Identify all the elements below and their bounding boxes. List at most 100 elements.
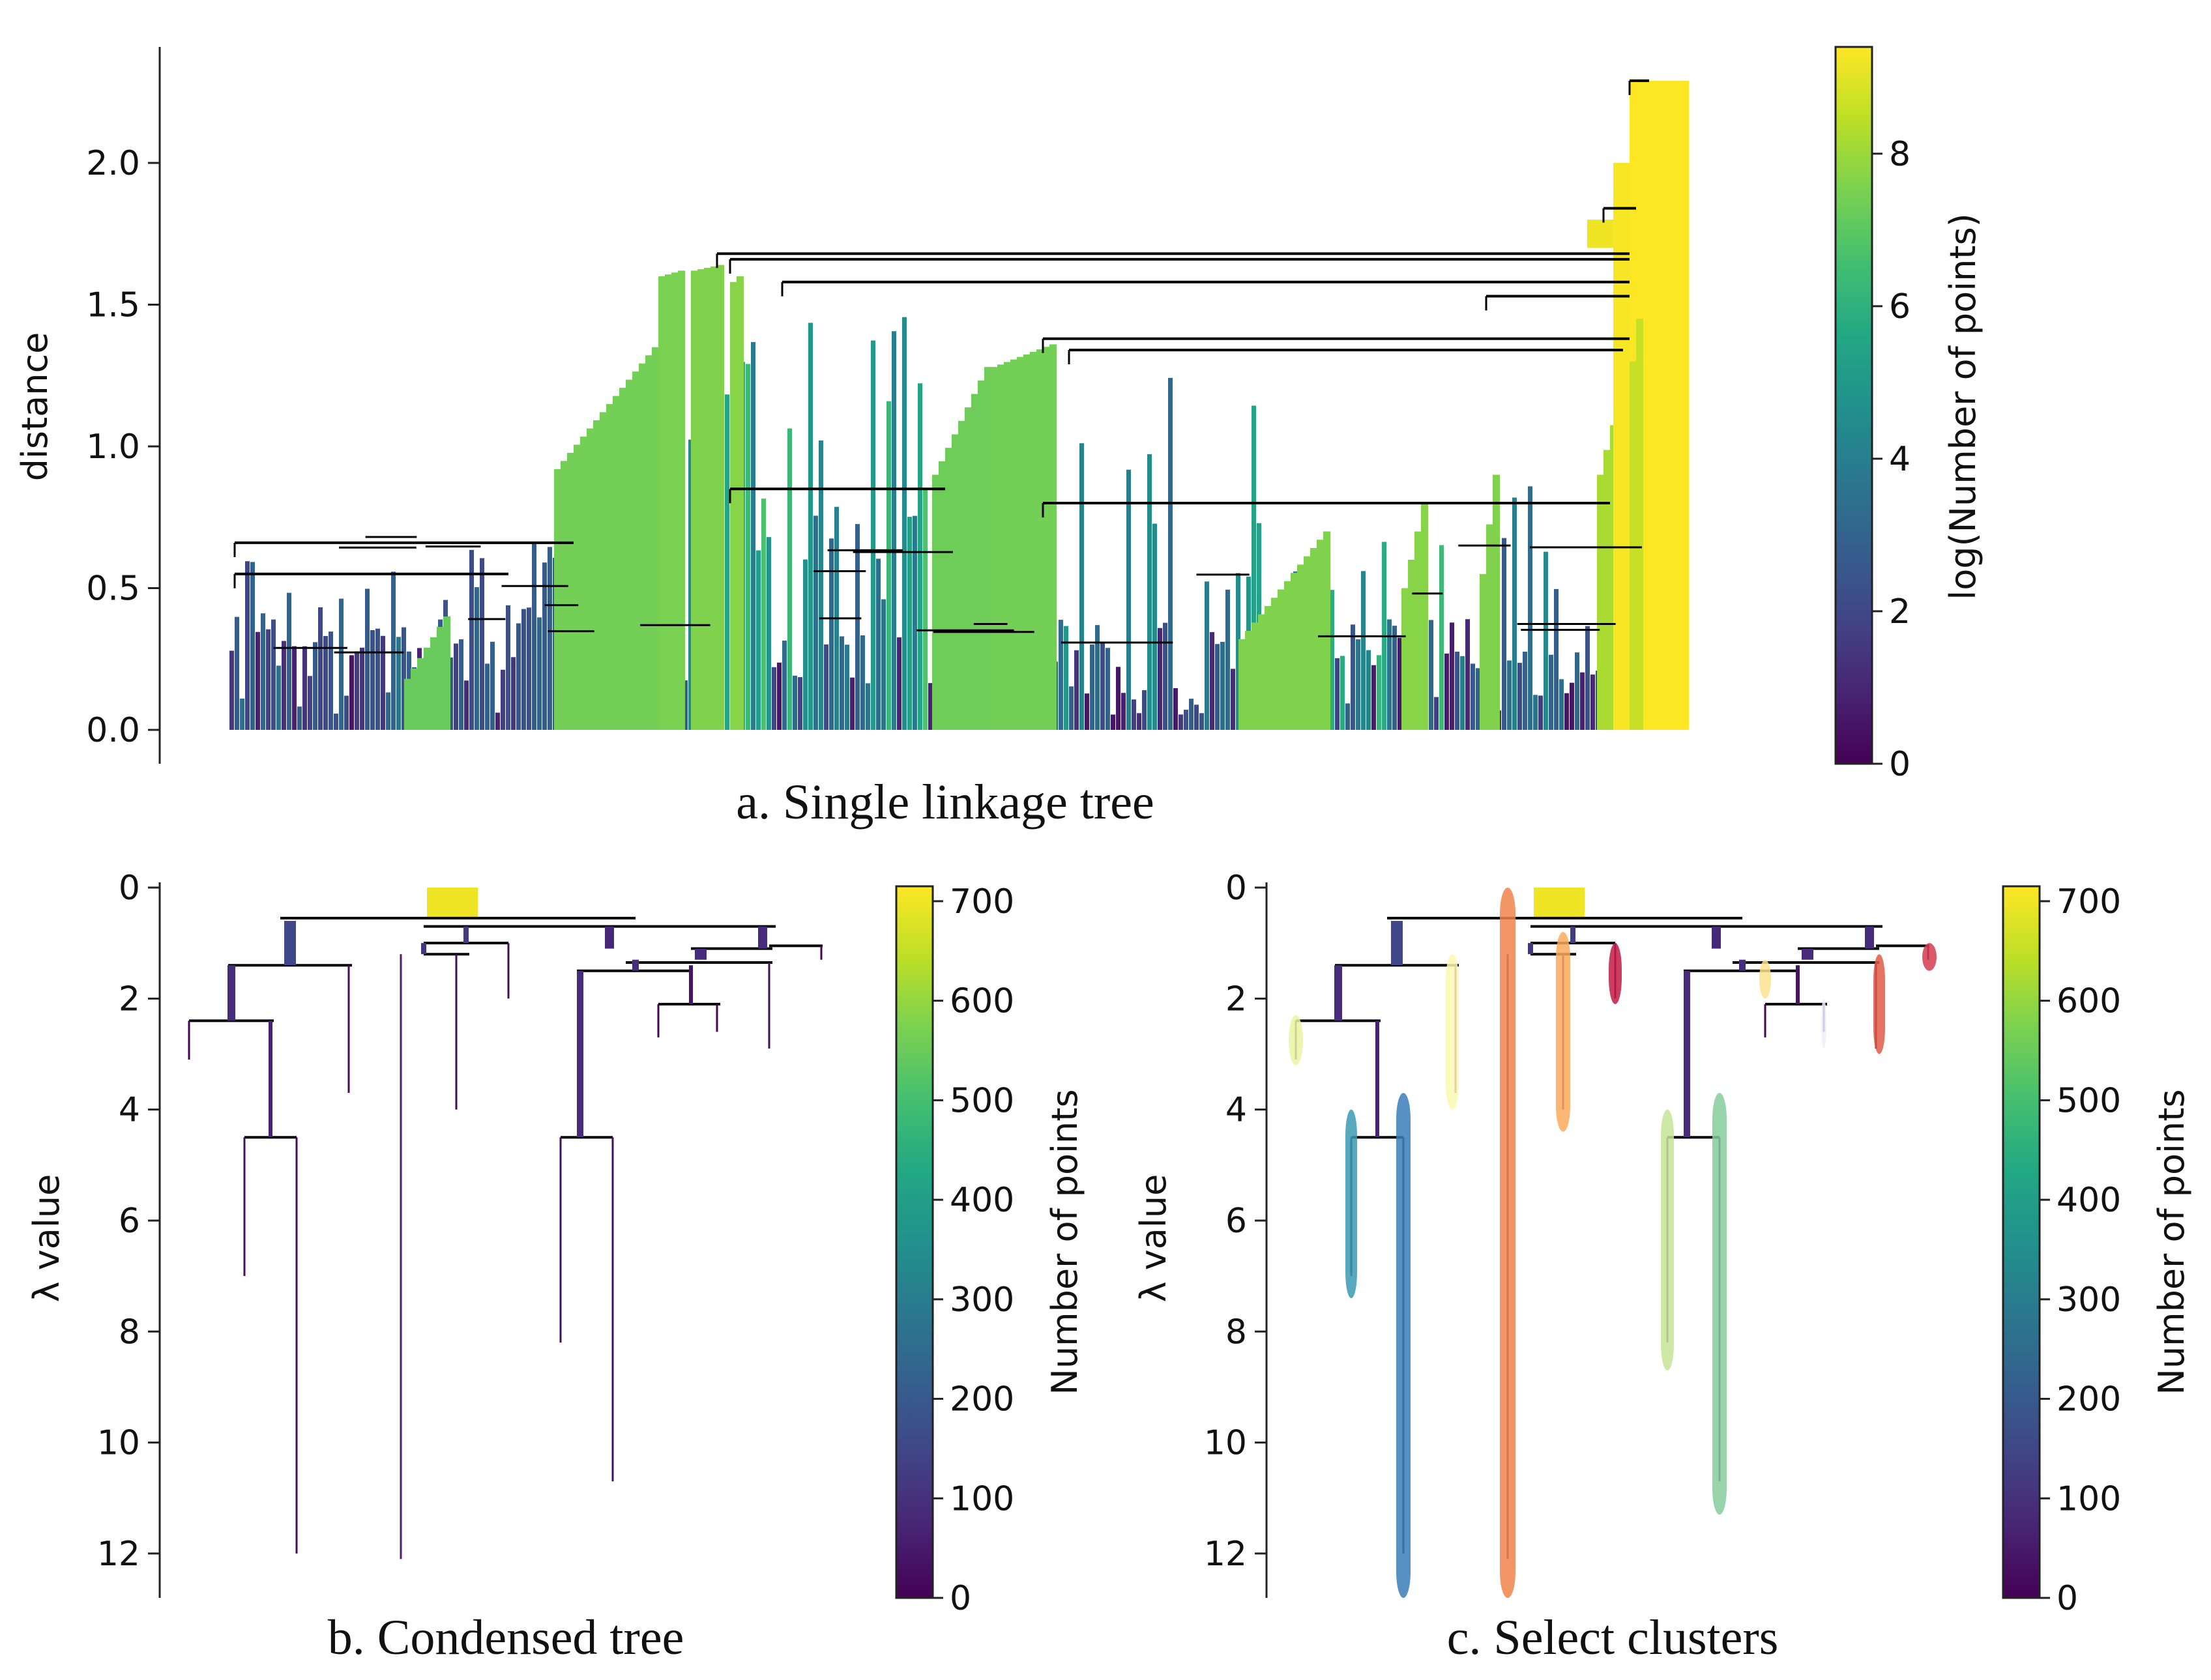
tree-branch-bar (813, 515, 818, 730)
tree-branch-bar (746, 364, 750, 730)
tree-cluster-bar (1017, 356, 1024, 730)
tree-branch-bar (768, 962, 770, 1049)
tree-branch-bar (1220, 641, 1225, 730)
tree-cluster-bar (1252, 622, 1259, 730)
tree-branch-bar (1152, 523, 1157, 730)
tree-cluster-bar (1278, 589, 1285, 730)
tree-cluster-bar (658, 276, 666, 730)
tree-branch-bar (1377, 655, 1381, 730)
panel-c-ytick-tick-label: 6 (1225, 1202, 1247, 1241)
tree-branch-bar (521, 609, 526, 730)
tree-branch-bar (284, 921, 296, 966)
panel-b-colorbar (895, 885, 934, 1599)
panel-c-ytick-tick-label: 12 (1204, 1535, 1247, 1574)
panel-b-ytick-tick-label: 2 (119, 979, 140, 1019)
tree-cluster-bar (945, 448, 952, 730)
tree-branch-bar (1575, 652, 1579, 730)
tree-branch-bar (1796, 965, 1800, 1004)
tree-branch-bar (1137, 713, 1141, 730)
tree-branch-bar (400, 954, 402, 1559)
tree-cluster-bar (1603, 450, 1611, 730)
tree-cluster-bar (737, 276, 744, 730)
tree-cluster-bar (645, 355, 652, 730)
tree-branch-bar (245, 561, 250, 730)
tree-branch-bar (329, 631, 333, 730)
tree-branch-bar (1507, 660, 1512, 730)
tree-branch-bar (1351, 624, 1355, 730)
tree-branch-bar (1361, 571, 1366, 730)
tree-branch-bar (475, 587, 479, 730)
tree-branch-bar (1387, 619, 1392, 730)
tree-branch-bar (758, 926, 767, 949)
tree-branch-bar (229, 650, 234, 730)
tree-branch-bar (516, 623, 521, 730)
panel-a-ytick-tick-label: 0.5 (86, 570, 140, 609)
tree-branch-bar (1121, 693, 1126, 730)
panel-c-cbar-tick-label: 100 (2057, 1479, 2121, 1518)
panel-a-ylabel: distance (14, 332, 55, 482)
tree-branch-bar (511, 657, 516, 730)
tree-cluster-bar (691, 270, 698, 730)
tree-branch-bar (490, 641, 495, 730)
tree-branch-bar (793, 675, 797, 730)
tree-branch-bar (1684, 970, 1690, 1138)
root-cluster-bar (1534, 888, 1585, 918)
panel-a-links (233, 79, 1649, 654)
selected-cluster-ellipse (1289, 1015, 1303, 1065)
panel-b-tree (188, 888, 823, 1559)
caption-c: c. Select clusters (1447, 1610, 1779, 1665)
tree-branch-bar (1439, 545, 1444, 730)
panel-b-cbar-tick-label: 100 (950, 1479, 1014, 1518)
panel-c-yticks: 0 2 4 6 8 10 12 (1204, 869, 1267, 1574)
tree-branch-bar (1371, 665, 1376, 730)
tree-cluster-bar (1636, 319, 1643, 730)
tree-branch-bar (402, 627, 406, 730)
tree-cluster-bar (1258, 614, 1265, 730)
tree-branch-bar (559, 1137, 562, 1343)
tree-cluster-bar (1421, 503, 1428, 730)
tree-cluster-bar (1317, 540, 1324, 730)
panel-b-colorbar-label: Number of points (1044, 1089, 1085, 1395)
panel-c-cbar-tick-label: 600 (2057, 982, 2121, 1021)
tree-cluster-bar (1245, 631, 1252, 730)
tree-cluster-bar (613, 396, 620, 730)
tree-cluster-bar (1613, 163, 1630, 730)
tree-branch-bar (287, 592, 291, 730)
tree-branch-bar (1199, 713, 1204, 730)
tree-branch-bar (1528, 486, 1532, 730)
tree-branch-bar (897, 637, 901, 730)
tree-branch-bar (892, 331, 896, 730)
selected-cluster-ellipse (1556, 932, 1570, 1132)
panel-b-cbar-tick-label: 400 (950, 1181, 1014, 1220)
tree-branch-bar (829, 538, 834, 730)
tree-branch-bar (1189, 699, 1193, 730)
tree-branch-bar (1252, 405, 1256, 730)
tree-branch-bar (803, 559, 808, 730)
tree-branch-bar (695, 948, 707, 960)
tree-branch-bar (845, 644, 849, 730)
selected-cluster-ellipse (1609, 943, 1622, 1004)
tree-branch-bar (1106, 648, 1110, 730)
tree-branch-bar (292, 646, 297, 730)
panel-b: 0 2 4 6 8 10 12 λ value 0 100 200 300 400 500 600 700… (26, 869, 1085, 1665)
tree-branch-bar (1455, 651, 1459, 730)
tree-branch-bar (1215, 644, 1220, 730)
tree-cluster-bar (1486, 524, 1493, 730)
tree-cluster-bar (1656, 80, 1663, 731)
tree-cluster-bar (1323, 531, 1330, 730)
tree-cluster-bar (1036, 349, 1044, 730)
panel-a-colorbar-label: log(Number of points) (1942, 213, 1984, 600)
tree-cluster-bar (717, 265, 724, 731)
tree-branch-bar (1231, 669, 1235, 730)
tree-branch-bar (1205, 581, 1209, 730)
tree-branch-bar (1444, 653, 1449, 730)
tree-branch-bar (1116, 667, 1120, 730)
tree-cluster-bar (1304, 556, 1311, 730)
tree-branch-bar (313, 642, 317, 730)
tree-branch-bar (1865, 926, 1874, 949)
tree-branch-bar (548, 547, 552, 730)
tree-cluster-bar (665, 274, 672, 731)
panel-c-cbar-tick-label: 500 (2057, 1081, 2121, 1120)
tree-cluster-bar (1643, 80, 1650, 731)
tree-branch-bar (1100, 643, 1105, 730)
